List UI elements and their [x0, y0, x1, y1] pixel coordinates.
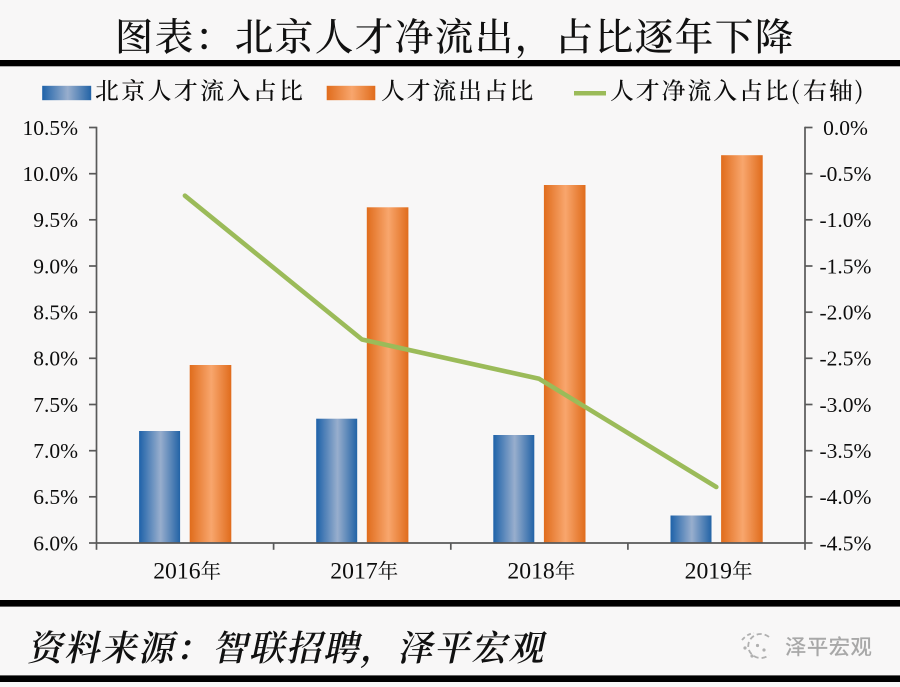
svg-text:6.5%: 6.5%	[33, 485, 78, 509]
svg-text:-1.0%: -1.0%	[820, 208, 872, 232]
svg-text:-0.5%: -0.5%	[820, 162, 872, 186]
svg-text:9.5%: 9.5%	[33, 208, 78, 232]
svg-text:8.5%: 8.5%	[33, 301, 78, 325]
svg-text:-4.5%: -4.5%	[820, 531, 872, 555]
svg-text:10.5%: 10.5%	[22, 116, 78, 140]
svg-text:2016: 2016	[153, 558, 201, 584]
svg-text:-2.0%: -2.0%	[820, 301, 872, 325]
svg-text:-3.0%: -3.0%	[820, 393, 872, 417]
svg-text:0.0%: 0.0%	[823, 116, 868, 140]
svg-text:-3.5%: -3.5%	[820, 439, 872, 463]
svg-text:7.0%: 7.0%	[33, 439, 78, 463]
svg-text:-4.0%: -4.0%	[820, 485, 872, 509]
svg-text:-2.5%: -2.5%	[820, 347, 872, 371]
svg-text:2019: 2019	[685, 558, 732, 584]
svg-text:6.0%: 6.0%	[33, 531, 78, 555]
svg-text:7.5%: 7.5%	[33, 393, 78, 417]
svg-text:10.0%: 10.0%	[22, 162, 78, 186]
svg-text:8.0%: 8.0%	[33, 347, 78, 371]
svg-text:2017: 2017	[330, 558, 378, 584]
svg-text:2018: 2018	[507, 558, 554, 584]
svg-text:9.0%: 9.0%	[33, 254, 78, 278]
svg-text:-1.5%: -1.5%	[820, 254, 872, 278]
